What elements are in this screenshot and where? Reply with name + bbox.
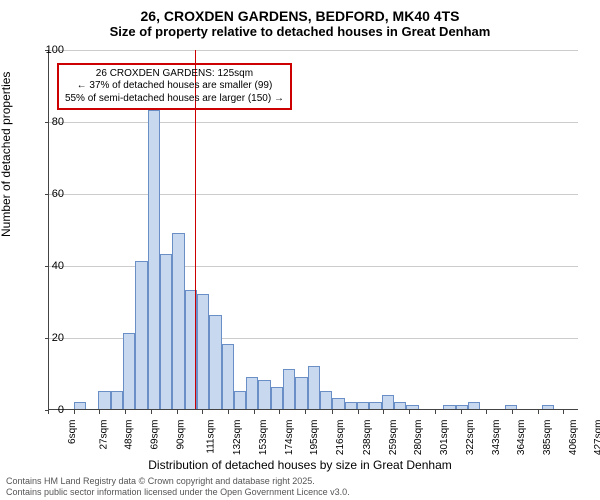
annotation-line: 26 CROXDEN GARDENS: 125sqm	[65, 68, 284, 81]
x-tick-label: 132sqm	[232, 420, 243, 456]
x-tick-label: 69sqm	[150, 420, 161, 450]
x-tick-label: 322sqm	[465, 420, 476, 456]
x-tick-label: 111sqm	[205, 420, 216, 454]
x-tick-mark	[409, 410, 410, 414]
gridline-h	[49, 194, 578, 195]
footer-line-2: Contains public sector information licen…	[6, 487, 350, 498]
histogram-bar	[209, 315, 221, 409]
y-axis-label: Number of detached properties	[0, 72, 13, 237]
histogram-bar	[111, 391, 123, 409]
annotation-line: 55% of semi-detached houses are larger (…	[65, 93, 284, 106]
chart-title-block: 26, CROXDEN GARDENS, BEDFORD, MK40 4TS S…	[0, 0, 600, 39]
histogram-bar	[160, 254, 172, 409]
x-tick-label: 406sqm	[568, 420, 579, 456]
x-tick-mark	[332, 410, 333, 414]
annotation-line: ← 37% of detached houses are smaller (99…	[65, 80, 284, 93]
gridline-h	[49, 122, 578, 123]
x-tick-label: 153sqm	[258, 420, 269, 456]
chart-title-sub: Size of property relative to detached ho…	[0, 24, 600, 39]
histogram-bar	[283, 369, 295, 409]
histogram-bar	[542, 405, 554, 409]
x-tick-label: 427sqm	[593, 420, 600, 456]
footer-line-1: Contains HM Land Registry data © Crown c…	[6, 476, 350, 487]
histogram-bar	[345, 402, 357, 409]
histogram-chart: 26, CROXDEN GARDENS, BEDFORD, MK40 4TS S…	[0, 0, 600, 500]
histogram-bar	[332, 398, 344, 409]
histogram-bar	[394, 402, 406, 409]
x-tick-mark	[486, 410, 487, 414]
y-tick-label: 80	[34, 116, 64, 128]
histogram-bar	[357, 402, 369, 409]
chart-footer: Contains HM Land Registry data © Crown c…	[6, 476, 350, 498]
x-tick-mark	[358, 410, 359, 414]
x-tick-mark	[563, 410, 564, 414]
histogram-bar	[308, 366, 320, 409]
histogram-bar	[246, 377, 258, 409]
gridline-h	[49, 266, 578, 267]
x-tick-label: 90sqm	[175, 420, 186, 450]
histogram-bar	[123, 333, 135, 409]
histogram-bar	[468, 402, 480, 409]
x-tick-mark	[202, 410, 203, 414]
chart-title-main: 26, CROXDEN GARDENS, BEDFORD, MK40 4TS	[0, 8, 600, 24]
x-tick-label: 216sqm	[335, 420, 346, 456]
x-tick-label: 238sqm	[362, 420, 373, 456]
x-tick-mark	[435, 410, 436, 414]
x-tick-mark	[305, 410, 306, 414]
histogram-bar	[234, 391, 246, 409]
histogram-bar	[271, 387, 283, 409]
x-tick-label: 27sqm	[98, 420, 109, 450]
x-axis-label: Distribution of detached houses by size …	[0, 458, 600, 472]
x-tick-label: 280sqm	[414, 420, 425, 456]
y-tick-label: 20	[34, 332, 64, 344]
x-tick-label: 364sqm	[516, 420, 527, 456]
x-tick-mark	[125, 410, 126, 414]
plot-area: 26 CROXDEN GARDENS: 125sqm← 37% of detac…	[48, 50, 578, 410]
x-tick-mark	[383, 410, 384, 414]
x-tick-mark	[99, 410, 100, 414]
x-tick-label: 259sqm	[388, 420, 399, 456]
gridline-h	[49, 50, 578, 51]
y-tick-label: 60	[34, 188, 64, 200]
histogram-bar	[222, 344, 234, 409]
x-tick-label: 48sqm	[124, 420, 135, 450]
histogram-bar	[135, 261, 147, 409]
histogram-bar	[443, 405, 455, 409]
x-tick-label: 343sqm	[491, 420, 502, 456]
x-tick-mark	[512, 410, 513, 414]
x-tick-mark	[74, 410, 75, 414]
y-tick-label: 0	[34, 404, 64, 416]
histogram-bar	[320, 391, 332, 409]
x-tick-mark	[48, 410, 49, 414]
histogram-bar	[172, 233, 184, 409]
histogram-bar	[295, 377, 307, 409]
y-tick-label: 40	[34, 260, 64, 272]
histogram-bar	[258, 380, 270, 409]
x-tick-label: 385sqm	[542, 420, 553, 456]
histogram-bar	[369, 402, 381, 409]
x-tick-mark	[279, 410, 280, 414]
x-tick-label: 174sqm	[284, 420, 295, 456]
y-tick-label: 100	[34, 44, 64, 56]
x-tick-mark	[254, 410, 255, 414]
x-tick-label: 6sqm	[67, 420, 78, 444]
histogram-bar	[197, 294, 209, 409]
x-tick-label: 195sqm	[309, 420, 320, 456]
histogram-bar	[382, 395, 394, 409]
histogram-bar	[456, 405, 468, 409]
x-tick-label: 301sqm	[439, 420, 450, 456]
histogram-bar	[406, 405, 418, 409]
x-tick-mark	[538, 410, 539, 414]
histogram-bar	[148, 110, 160, 409]
annotation-box: 26 CROXDEN GARDENS: 125sqm← 37% of detac…	[57, 63, 292, 111]
histogram-bar	[74, 402, 86, 409]
x-tick-mark	[151, 410, 152, 414]
x-tick-mark	[177, 410, 178, 414]
histogram-bar	[98, 391, 110, 409]
x-tick-mark	[461, 410, 462, 414]
x-tick-mark	[228, 410, 229, 414]
histogram-bar	[505, 405, 517, 409]
